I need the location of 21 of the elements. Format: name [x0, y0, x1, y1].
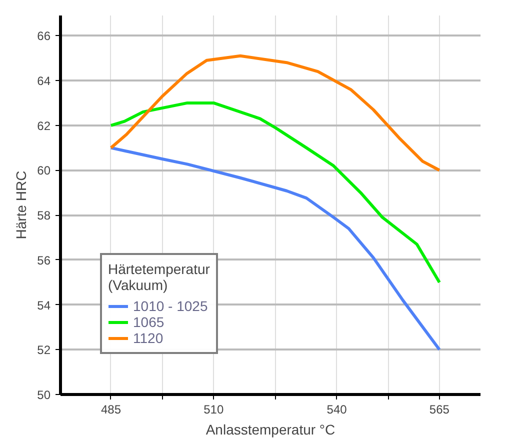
line-series: [110, 146, 441, 352]
x-tick-label: 510: [204, 402, 224, 416]
y-tick-label: 60: [37, 164, 51, 178]
y-tick-label: 64: [37, 74, 51, 88]
y-tick-label: 66: [37, 29, 51, 44]
y-tick-label: 56: [37, 253, 51, 268]
y-tick-label: 58: [37, 208, 51, 223]
x-axis-title: Anlasstemperatur °C: [206, 422, 336, 438]
y-tick-label: 54: [37, 298, 51, 312]
x-tick-label: 565: [429, 402, 450, 416]
legend-title: Härtetemperatur (Vakuum): [108, 261, 210, 293]
y-tick-label: 62: [37, 118, 51, 133]
y-axis-title: Härte HRC: [13, 170, 30, 240]
y-tick-label: 52: [37, 343, 51, 358]
y-tick-label: 50: [37, 388, 51, 402]
legend-label: 1120: [133, 330, 164, 346]
legend-label: 1010 - 1025: [133, 298, 208, 314]
x-tick-label: 485: [100, 402, 122, 416]
x-tick-label: 540: [326, 402, 348, 416]
legend-label: 1065: [133, 314, 164, 330]
line-series: [110, 54, 441, 172]
